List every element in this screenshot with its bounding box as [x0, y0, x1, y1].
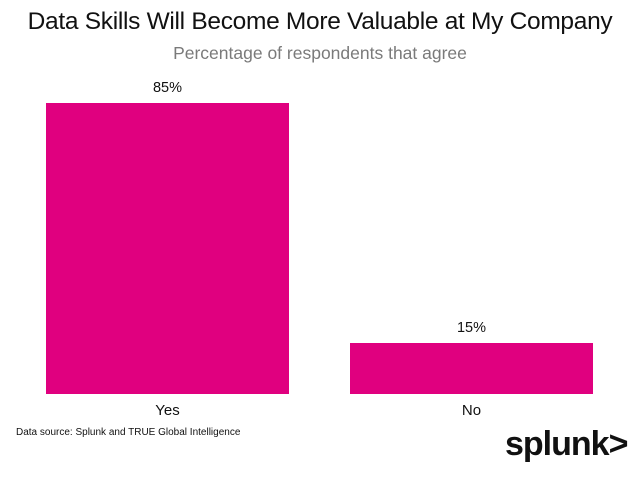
data-source-note: Data source: Splunk and TRUE Global Inte…: [16, 427, 241, 438]
bar-yes: [46, 103, 289, 394]
category-label-no: No: [461, 402, 482, 419]
chart-subtitle: Percentage of respondents that agree: [173, 43, 467, 63]
chart-title: Data Skills Will Become More Valuable at…: [27, 8, 613, 35]
bar-value-label-yes: 85%: [152, 80, 183, 96]
splunk-logo: splunk>: [505, 425, 628, 463]
category-label-yes: Yes: [155, 402, 180, 419]
bar-no: [350, 343, 593, 394]
bar-value-label-no: 15%: [456, 320, 487, 336]
